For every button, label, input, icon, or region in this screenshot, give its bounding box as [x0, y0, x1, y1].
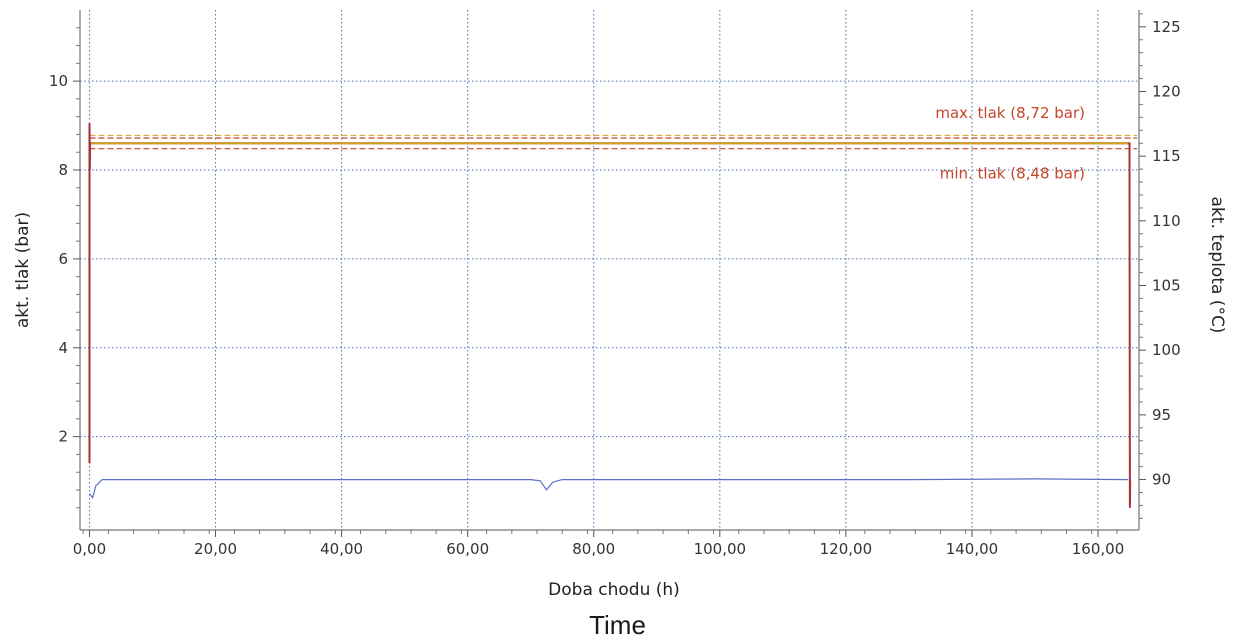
y-tick-label: 8	[58, 161, 68, 179]
y2-tick-label: 100	[1152, 341, 1181, 359]
data-series	[88, 123, 1132, 508]
series-line-1	[88, 123, 1132, 508]
series-line-3	[89, 478, 1129, 499]
y-tick-label: 4	[58, 339, 68, 357]
y2-tick-label: 110	[1152, 212, 1181, 230]
min-pressure-label: min. tlak (8,48 bar)	[940, 165, 1085, 183]
x-tick-label: 0,00	[73, 540, 106, 558]
x-tick-label: 20,00	[194, 540, 237, 558]
x-tick-label: 40,00	[320, 540, 363, 558]
y-axis-title: akt. tlak (bar)	[13, 212, 33, 328]
reference-lines: max. tlak (8,72 bar) min. tlak (8,48 bar)	[89, 104, 1138, 183]
y2-tick-label: 120	[1152, 82, 1181, 100]
y-tick-label: 10	[49, 72, 68, 90]
y2-tick-label: 90	[1152, 471, 1171, 489]
x-tick-label: 120,00	[820, 540, 873, 558]
y2-tick-label: 105	[1152, 277, 1181, 295]
gridlines	[80, 10, 1139, 530]
figure-caption: Time	[589, 610, 646, 640]
y2-axis-title: akt. teplota (°C)	[1207, 197, 1227, 334]
x-tick-label: 140,00	[946, 540, 999, 558]
y2-tick-label: 125	[1152, 18, 1181, 36]
max-pressure-label: max. tlak (8,72 bar)	[935, 104, 1085, 122]
y2-tick-label: 115	[1152, 147, 1181, 165]
y-tick-label: 6	[58, 250, 68, 268]
y-tick-label: 2	[58, 428, 68, 446]
x-axis-title: Doba chodu (h)	[548, 580, 680, 600]
x-tick-label: 100,00	[694, 540, 747, 558]
y2-tick-label: 95	[1152, 406, 1171, 424]
x-tick-label: 60,00	[446, 540, 489, 558]
x-tick-label: 160,00	[1072, 540, 1125, 558]
plot-area	[80, 10, 1139, 530]
axis-ticks: 0,00 20,00 40,00 60,00 80,00 100,00 120,00 140,…	[49, 13, 1181, 558]
x-tick-label: 80,00	[572, 540, 615, 558]
axes	[79, 10, 1140, 531]
